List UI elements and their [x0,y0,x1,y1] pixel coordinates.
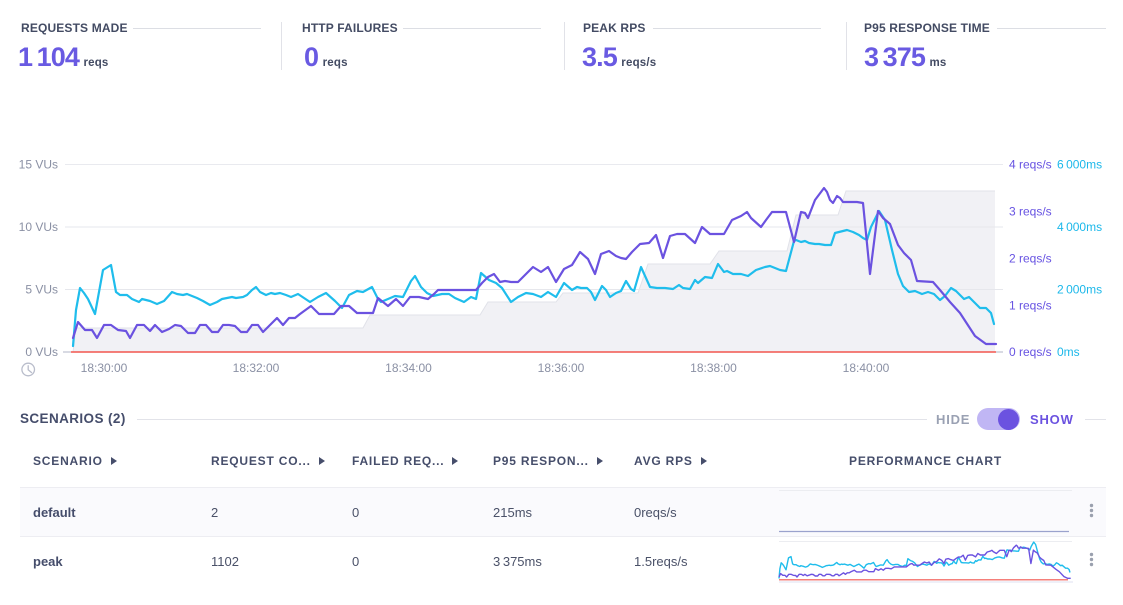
svg-text:15 VUs: 15 VUs [19,158,58,172]
svg-text:18:36:00: 18:36:00 [538,361,585,375]
svg-text:3 reqs/s: 3 reqs/s [1009,205,1052,219]
svg-text:0 VUs: 0 VUs [25,345,58,359]
svg-text:18:38:00: 18:38:00 [690,361,737,375]
svg-text:6 000ms: 6 000ms [1057,158,1102,172]
svg-text:4 000ms: 4 000ms [1057,220,1102,234]
svg-text:18:30:00: 18:30:00 [81,361,128,375]
svg-text:0ms: 0ms [1057,345,1080,359]
svg-text:2 000ms: 2 000ms [1057,283,1102,297]
svg-text:2 reqs/s: 2 reqs/s [1009,252,1052,266]
svg-text:1 reqs/s: 1 reqs/s [1009,299,1052,313]
svg-text:10 VUs: 10 VUs [19,220,58,234]
svg-text:5 VUs: 5 VUs [25,283,58,297]
svg-text:0 reqs/s: 0 reqs/s [1009,345,1052,359]
svg-text:4 reqs/s: 4 reqs/s [1009,158,1052,172]
svg-text:18:40:00: 18:40:00 [843,361,890,375]
svg-text:18:34:00: 18:34:00 [385,361,432,375]
svg-text:18:32:00: 18:32:00 [233,361,280,375]
